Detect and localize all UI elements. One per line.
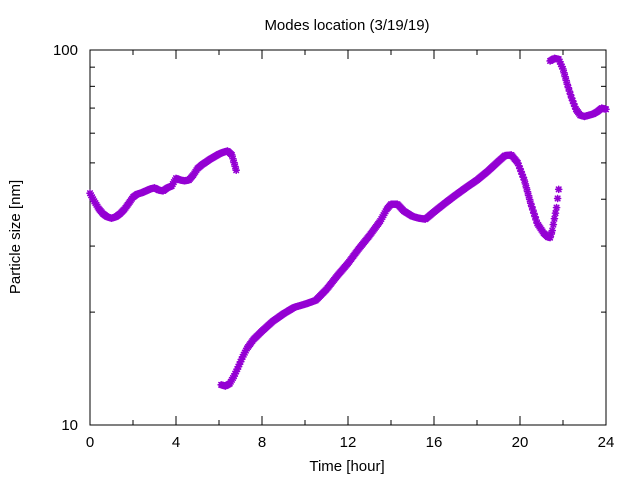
data-point: [602, 105, 610, 114]
y-tick-label: 10: [61, 417, 78, 434]
data-point-fill: [549, 220, 558, 229]
x-tick-label: 16: [426, 434, 443, 451]
y-tick-label: 100: [53, 42, 78, 59]
data-point: [550, 214, 559, 223]
data-markers: [86, 54, 610, 390]
axis-ticks: [89, 49, 607, 426]
data-point: [232, 166, 240, 175]
x-tick-label: 0: [86, 434, 94, 451]
x-tick-label: 20: [512, 434, 529, 451]
data-point: [552, 203, 561, 212]
x-tick-label: 8: [258, 434, 266, 451]
chart-title: Modes location (3/19/19): [264, 17, 429, 34]
x-tick-label: 12: [340, 434, 357, 451]
data-point-fill: [551, 209, 560, 217]
y-axis-label: Particle size [nm]: [7, 180, 24, 294]
data-point-fill: [519, 173, 528, 181]
x-axis-label: Time [hour]: [309, 458, 384, 475]
x-tick-label: 4: [172, 434, 180, 451]
data-point-fill: [553, 194, 562, 203]
data-point: [554, 185, 563, 194]
data-point: [548, 226, 557, 235]
axis-tick-labels: 0 4 8 12 16 20 24 10 100: [53, 42, 614, 451]
plot-frame: [89, 49, 607, 426]
x-tick-label: 24: [598, 434, 615, 451]
